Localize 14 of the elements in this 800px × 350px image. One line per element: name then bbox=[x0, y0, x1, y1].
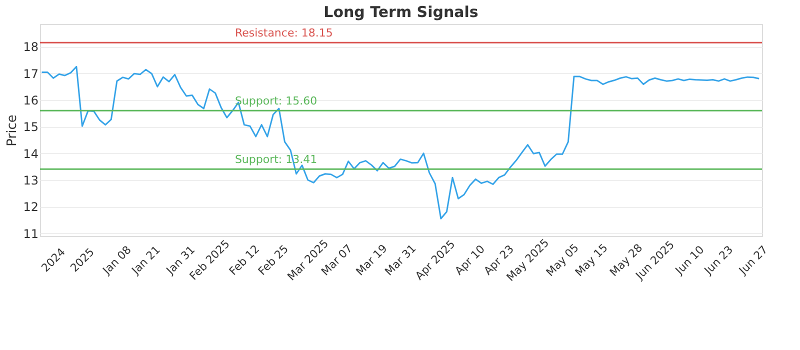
ref-line-label: Support: 15.60 bbox=[234, 94, 318, 108]
ref-line-label: Resistance: 18.15 bbox=[234, 26, 333, 40]
y-tick-label: 13 bbox=[23, 174, 38, 188]
y-tick-label: 16 bbox=[23, 94, 38, 108]
y-tick-label: 14 bbox=[23, 146, 38, 161]
x-tick-label: Jun 27 bbox=[736, 243, 770, 278]
line-series bbox=[40, 66, 760, 220]
y-tick-label: 12 bbox=[23, 200, 38, 214]
chart-title: Long Term Signals bbox=[324, 3, 478, 21]
y-axis-title: Price bbox=[5, 114, 20, 146]
y-tick-label: 11 bbox=[23, 226, 38, 241]
y-tick-label: 18 bbox=[23, 40, 38, 54]
y-tick-label: 15 bbox=[23, 120, 38, 134]
y-tick-label: 17 bbox=[23, 66, 38, 81]
